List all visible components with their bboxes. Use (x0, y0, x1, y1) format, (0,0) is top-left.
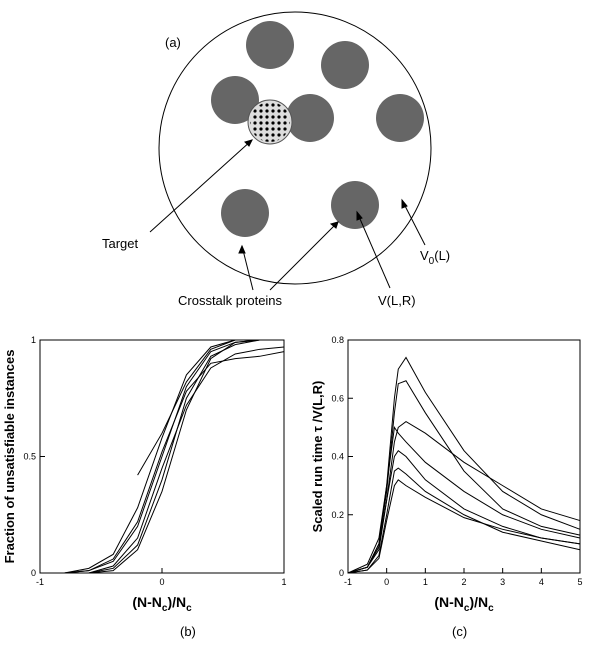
x-axis-label-part: c (162, 603, 168, 614)
y-tick-label: 0 (339, 568, 344, 578)
y-tick-label: 0 (31, 568, 36, 578)
x-axis-label-part: )/N (469, 594, 488, 610)
series-line (64, 339, 284, 574)
y-axis-label: Fraction of unsatisfiable instances (2, 350, 17, 564)
series-line (64, 339, 284, 574)
series-line (347, 479, 581, 574)
y-tick-label: 1 (31, 335, 36, 345)
x-tick-label: 1 (281, 577, 286, 587)
series-line (137, 339, 284, 476)
series-line (347, 449, 581, 574)
x-tick-label: 1 (423, 577, 428, 587)
x-tick-label: 4 (539, 577, 544, 587)
y-tick-label: 0.5 (23, 452, 36, 462)
series-line (64, 346, 285, 574)
label-v0: V0(L) (420, 248, 450, 267)
x-axis-label-part: c (186, 603, 192, 614)
x-axis-label-part: c (488, 603, 494, 614)
x-axis-label-part: )/N (167, 594, 186, 610)
x-tick-label: 0 (384, 577, 389, 587)
y-tick-label: 0.8 (331, 335, 344, 345)
series-line (347, 380, 581, 574)
label-v-lr: V(L,R) (378, 293, 416, 308)
series-line (347, 467, 581, 574)
x-tick-label: 2 (461, 577, 466, 587)
protein (331, 181, 379, 229)
y-tick-label: 0.2 (331, 510, 344, 520)
protein (321, 41, 369, 89)
protein (211, 76, 259, 124)
x-axis-label: (N-Nc)/Nc (132, 594, 192, 614)
x-tick-label: -1 (36, 577, 44, 587)
series-line (64, 339, 284, 574)
x-tick-label: 3 (500, 577, 505, 587)
protein (246, 21, 294, 69)
v0-sub: 0 (429, 256, 435, 267)
x-tick-label: 0 (159, 577, 164, 587)
protein (286, 94, 334, 142)
series-line (64, 351, 285, 574)
y-tick-label: 0.6 (331, 393, 344, 403)
x-axis-label-part: (N-N (434, 594, 464, 610)
y-axis-label: Scaled run time τ /V(L,R) (310, 381, 325, 533)
protein (221, 189, 269, 237)
label-crosstalk: Crosstalk proteins (178, 293, 283, 308)
x-tick-label: 5 (577, 577, 582, 587)
series-line (347, 425, 581, 574)
y-tick-label: 0.4 (331, 452, 344, 462)
x-axis-label-part: c (464, 603, 470, 614)
v0-main: V (420, 248, 429, 263)
panel-label: (c) (452, 624, 467, 639)
x-axis-label-part: (N-N (132, 594, 162, 610)
target-sites (250, 102, 290, 142)
x-tick-label: -1 (344, 577, 352, 587)
arrows (149, 139, 426, 291)
series-line (64, 339, 284, 574)
x-axis-label: (N-Nc)/Nc (434, 594, 494, 614)
panel-label: (b) (180, 624, 196, 639)
volume (158, 11, 432, 285)
label-target: Target (102, 236, 139, 251)
v0-rest: (L) (434, 248, 450, 263)
panel-label: (a) (165, 35, 181, 50)
series-line (347, 420, 581, 574)
protein (376, 94, 424, 142)
